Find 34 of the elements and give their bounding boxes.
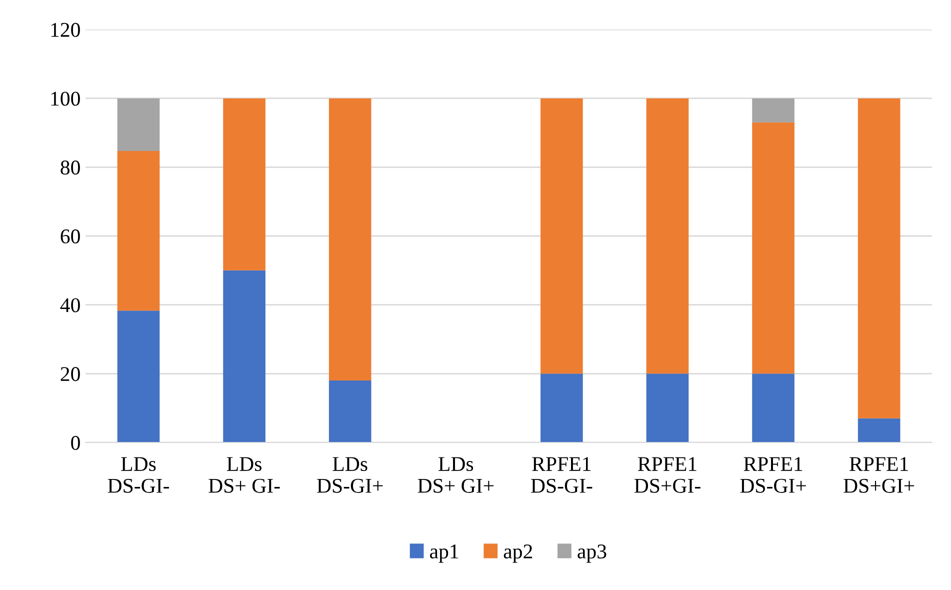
x-tick-label: LDs DS+ GI+ [418,457,494,493]
bar [752,98,794,122]
legend-label: ap2 [504,544,532,563]
bar [328,380,372,442]
bar [858,98,900,418]
bar [752,122,794,374]
bar [117,98,160,151]
bar [646,374,689,442]
bar [752,374,794,442]
x-tick-label: RPFE1 DS-GI- [531,457,592,493]
x-tick-label: RPFE1 DS-GI+ [740,457,806,493]
y-tick-label: 120 [51,22,80,37]
y-tick-label: 100 [51,92,80,106]
y-tick-label: 60 [60,229,80,244]
y-tick-label: 80 [60,160,80,175]
bar [646,98,689,374]
bar [223,98,266,270]
x-tick-label: RPFE1 DS+GI+ [844,457,914,493]
y-tick-label: 0 [71,436,80,450]
y-tick-label: 40 [60,298,80,312]
bar [117,150,160,311]
x-tick-label: LDs DS+ GI- [208,457,280,493]
bar [117,310,160,442]
y-tick-label: 20 [60,367,80,382]
x-tick-label: LDs DS-GI- [108,457,169,493]
x-tick-label: RPFE1 DS+GI- [634,457,700,493]
bar [223,270,266,442]
bar [328,98,372,381]
x-tick-label: LDs DS-GI+ [317,457,383,493]
bar [858,418,900,442]
bar [540,374,583,442]
legend-label: ap1 [430,544,458,563]
legend-label: ap3 [578,544,606,563]
bar [540,98,583,374]
